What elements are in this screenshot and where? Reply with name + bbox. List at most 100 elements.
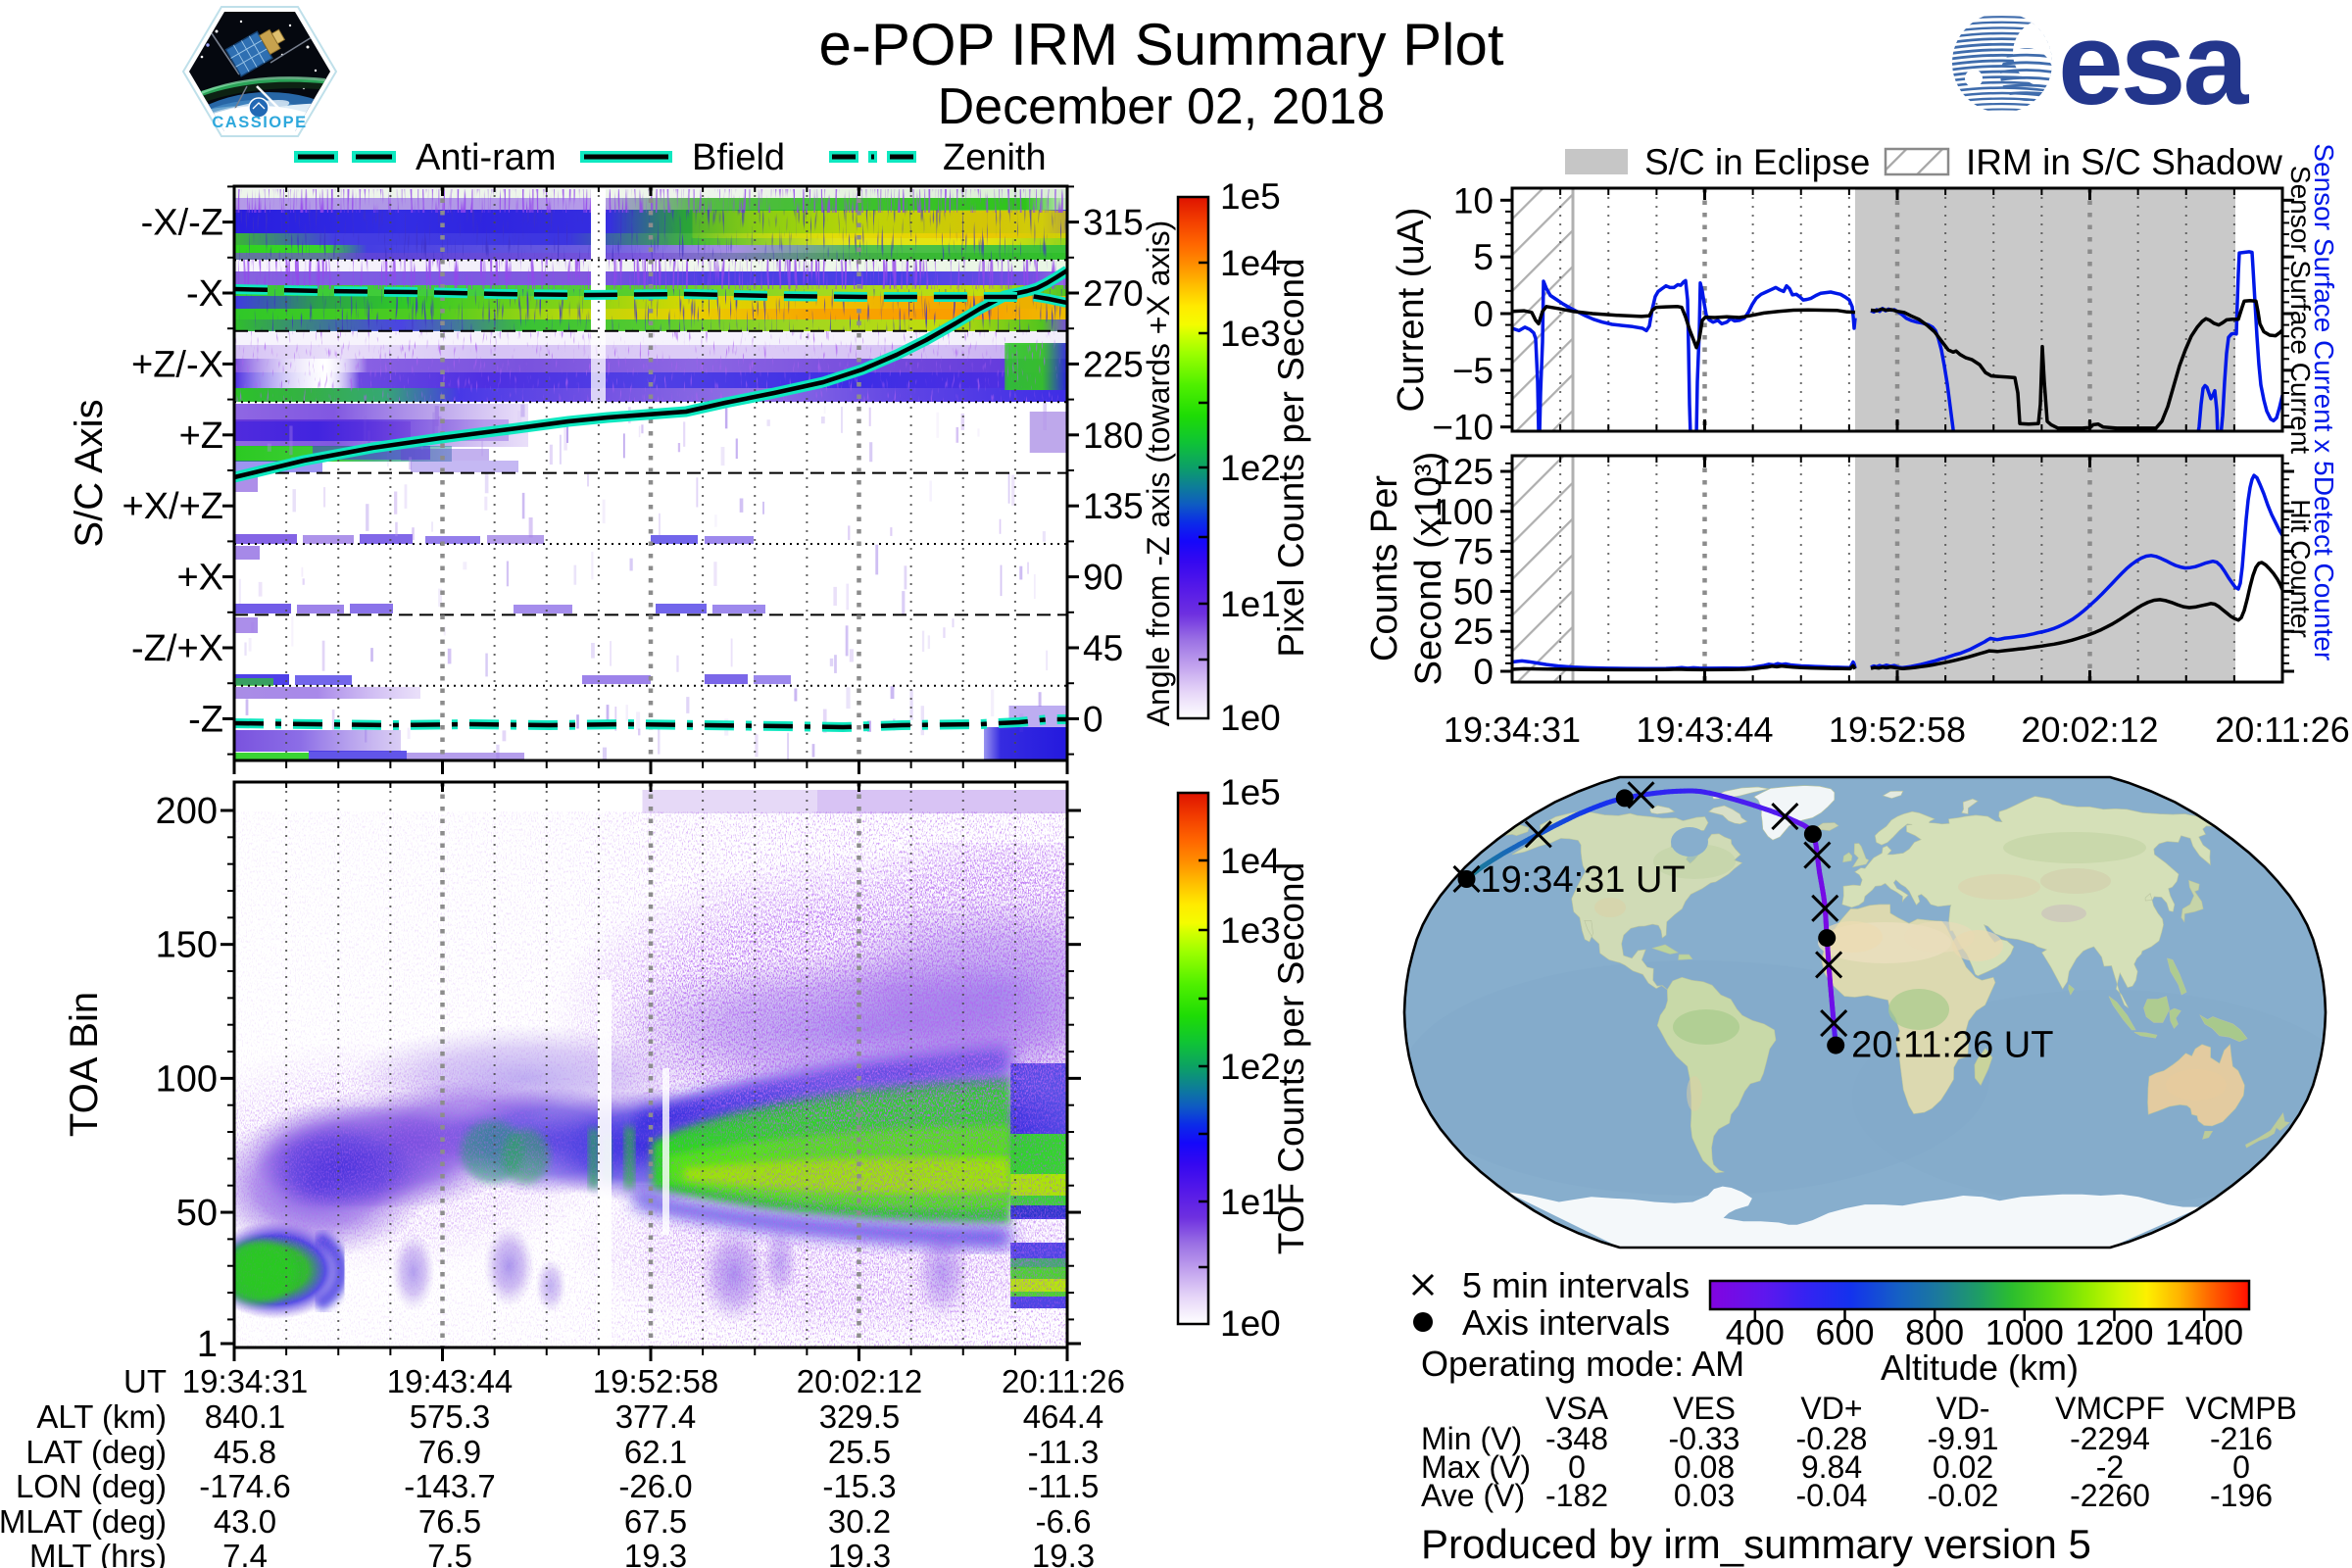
svg-text:-2294: -2294 — [2070, 1421, 2150, 1456]
svg-text:800: 800 — [1905, 1312, 1964, 1352]
svg-text:67.5: 67.5 — [624, 1503, 687, 1540]
svg-text:7.5: 7.5 — [427, 1538, 472, 1568]
svg-text:600: 600 — [1815, 1312, 1874, 1352]
svg-text:TOF Counts per Second: TOF Counts per Second — [1271, 862, 1311, 1254]
svg-text:ALT (km): ALT (km) — [36, 1398, 167, 1435]
svg-text:-26.0: -26.0 — [618, 1468, 692, 1504]
svg-text:1e5: 1e5 — [1220, 772, 1281, 812]
svg-text:VMCPF: VMCPF — [2055, 1391, 2165, 1426]
svg-text:1e3: 1e3 — [1220, 314, 1281, 354]
svg-text:December 02, 2018: December 02, 2018 — [938, 78, 1386, 135]
svg-text:0: 0 — [2232, 1449, 2250, 1485]
svg-text:Min (V): Min (V) — [1421, 1421, 1522, 1456]
svg-text:Angle from -Z axis (towards +X: Angle from -Z axis (towards +X axis) — [1141, 220, 1176, 727]
svg-text:1e3: 1e3 — [1220, 910, 1281, 951]
svg-text:7.4: 7.4 — [222, 1538, 268, 1568]
svg-text:1e0: 1e0 — [1220, 1303, 1281, 1344]
svg-text:1e1: 1e1 — [1220, 584, 1281, 624]
svg-text:IRM in S/C Shadow: IRM in S/C Shadow — [1966, 142, 2282, 182]
svg-text:315: 315 — [1083, 203, 1144, 243]
svg-text:1000: 1000 — [1985, 1312, 2064, 1352]
svg-text:20:11:26 UT: 20:11:26 UT — [1851, 1025, 2053, 1066]
svg-text:50: 50 — [1453, 571, 1494, 612]
svg-text:62.1: 62.1 — [624, 1434, 687, 1470]
svg-text:-9.91: -9.91 — [1928, 1421, 1999, 1456]
svg-text:-143.7: -143.7 — [404, 1468, 496, 1504]
svg-text:Counts Per: Counts Per — [1364, 475, 1405, 662]
svg-text:-11.5: -11.5 — [1028, 1468, 1100, 1504]
svg-text:+X/+Z: +X/+Z — [122, 486, 224, 527]
svg-text:-0.02: -0.02 — [1928, 1478, 1999, 1513]
svg-text:0: 0 — [1568, 1449, 1586, 1485]
svg-text:9.84: 9.84 — [1801, 1449, 1862, 1485]
svg-text:90: 90 — [1083, 558, 1123, 598]
svg-text:270: 270 — [1083, 273, 1144, 314]
svg-text:1e4: 1e4 — [1220, 841, 1281, 881]
svg-text:Altitude (km): Altitude (km) — [1881, 1348, 2079, 1388]
svg-text:−10: −10 — [1432, 408, 1494, 448]
svg-text:1: 1 — [197, 1324, 218, 1365]
svg-text:-196: -196 — [2210, 1478, 2273, 1513]
svg-text:UT: UT — [123, 1363, 167, 1399]
svg-text:1200: 1200 — [2075, 1312, 2153, 1352]
svg-text:-X/-Z: -X/-Z — [141, 203, 223, 244]
svg-text:19:52:58: 19:52:58 — [593, 1363, 718, 1399]
svg-text:Ave (V): Ave (V) — [1421, 1478, 1525, 1513]
svg-text:1e1: 1e1 — [1220, 1182, 1281, 1222]
svg-text:Current (uA): Current (uA) — [1391, 207, 1432, 412]
svg-text:1e2: 1e2 — [1220, 1047, 1281, 1087]
svg-text:-15.3: -15.3 — [822, 1468, 896, 1504]
svg-text:19.3: 19.3 — [1032, 1538, 1095, 1568]
svg-text:VES: VES — [1673, 1391, 1736, 1426]
svg-text:43.0: 43.0 — [214, 1503, 276, 1540]
svg-text:135: 135 — [1083, 486, 1144, 526]
svg-text:-11.3: -11.3 — [1028, 1434, 1100, 1470]
svg-text:0: 0 — [1473, 652, 1494, 692]
svg-text:19:52:58: 19:52:58 — [1829, 710, 1966, 750]
svg-text:Axis intervals: Axis intervals — [1462, 1302, 1670, 1343]
svg-text:75: 75 — [1453, 532, 1494, 572]
svg-text:MLAT (deg): MLAT (deg) — [0, 1503, 167, 1540]
svg-text:25.5: 25.5 — [828, 1434, 891, 1470]
svg-text:-0.04: -0.04 — [1796, 1478, 1868, 1513]
svg-text:Pixel Counts per Second: Pixel Counts per Second — [1271, 258, 1311, 657]
svg-text:-6.6: -6.6 — [1036, 1503, 1092, 1540]
svg-text:-348: -348 — [1545, 1421, 1608, 1456]
svg-text:Operating mode: AM: Operating mode: AM — [1421, 1344, 1744, 1384]
svg-text:1e4: 1e4 — [1220, 243, 1281, 283]
svg-text:Second (x10³): Second (x10³) — [1408, 452, 1449, 686]
svg-text:19.3: 19.3 — [828, 1538, 891, 1568]
svg-text:200: 200 — [156, 791, 218, 832]
svg-text:Hit Counter: Hit Counter — [2285, 499, 2316, 638]
svg-text:464.4: 464.4 — [1023, 1398, 1104, 1435]
svg-text:100: 100 — [1433, 492, 1494, 532]
svg-text:LON (deg): LON (deg) — [16, 1468, 167, 1504]
svg-text:19:43:44: 19:43:44 — [387, 1363, 513, 1399]
svg-text:-182: -182 — [1545, 1478, 1608, 1513]
svg-text:20:11:26: 20:11:26 — [1002, 1363, 1125, 1399]
svg-text:+Z/-X: +Z/-X — [131, 344, 223, 385]
svg-text:100: 100 — [156, 1058, 218, 1100]
svg-text:-Z/+X: -Z/+X — [131, 628, 223, 669]
svg-text:-Z: -Z — [188, 699, 223, 740]
svg-text:Sensor Surface Current: Sensor Surface Current — [2285, 166, 2316, 454]
svg-text:0: 0 — [1083, 699, 1103, 739]
svg-text:1e0: 1e0 — [1220, 698, 1281, 738]
svg-text:20:11:26: 20:11:26 — [2215, 710, 2349, 750]
svg-text:S/C in Eclipse: S/C in Eclipse — [1644, 142, 1870, 182]
svg-text:-0.33: -0.33 — [1669, 1421, 1740, 1456]
svg-text:+X: +X — [176, 558, 223, 599]
svg-text:CASSIOPE: CASSIOPE — [212, 114, 307, 131]
svg-text:Bfield: Bfield — [692, 137, 785, 178]
svg-text:1400: 1400 — [2165, 1312, 2243, 1352]
svg-text:-2260: -2260 — [2070, 1478, 2150, 1513]
svg-text:LAT (deg): LAT (deg) — [25, 1434, 167, 1470]
svg-text:Detect Counter: Detect Counter — [2309, 476, 2339, 661]
svg-text:180: 180 — [1083, 416, 1144, 456]
svg-text:-0.28: -0.28 — [1796, 1421, 1868, 1456]
svg-text:19:34:31: 19:34:31 — [182, 1363, 308, 1399]
svg-text:19:34:31 UT: 19:34:31 UT — [1480, 859, 1685, 901]
svg-text:19.3: 19.3 — [624, 1538, 687, 1568]
svg-text:30.2: 30.2 — [828, 1503, 891, 1540]
svg-text:VD-: VD- — [1936, 1391, 1989, 1426]
